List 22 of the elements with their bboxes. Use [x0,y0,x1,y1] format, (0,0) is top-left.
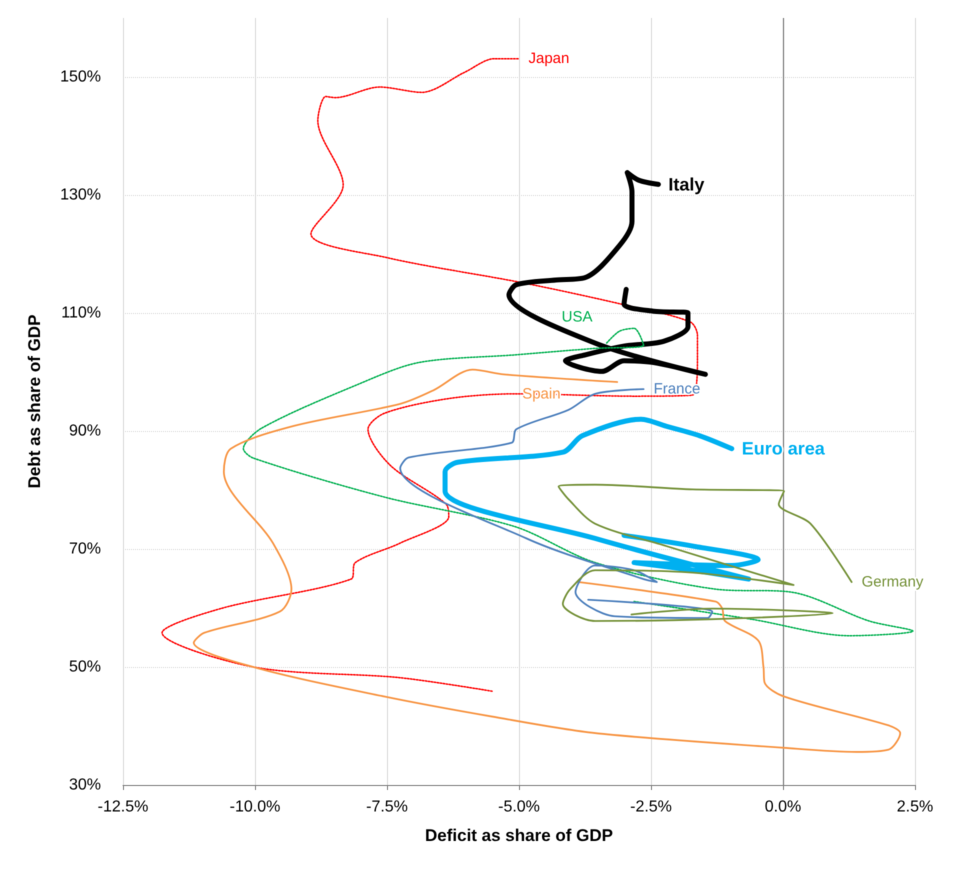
series-label: Euro area [742,438,826,459]
y-tick-label: 50% [68,658,101,676]
x-tick-label: 0.0% [764,798,802,816]
y-axis-title: Debt as share of GDP [25,314,44,488]
y-tick-label: 150% [60,68,101,86]
x-tick-label: 2.5% [896,798,934,816]
series-label: Japan [528,50,570,68]
y-tick-label: 130% [60,186,101,204]
y-tick-label: 90% [68,422,101,440]
y-tick-label: 110% [61,304,101,322]
x-tick-label: -10.0% [230,798,280,816]
y-tick-label: 70% [68,540,101,558]
line-series [558,484,853,622]
x-tick-label: -2.5% [630,798,672,816]
series-label: USA [562,308,592,326]
series-label: Italy [668,174,704,194]
series-label: Germany [862,574,924,591]
x-tick-label: -7.5% [366,798,408,816]
x-tick-label: -5.0% [498,798,540,816]
x-tick-label: -12.5% [98,798,148,816]
x-axis-title: Deficit as share of GDP [424,826,614,845]
y-tick-label: 30% [68,776,101,794]
